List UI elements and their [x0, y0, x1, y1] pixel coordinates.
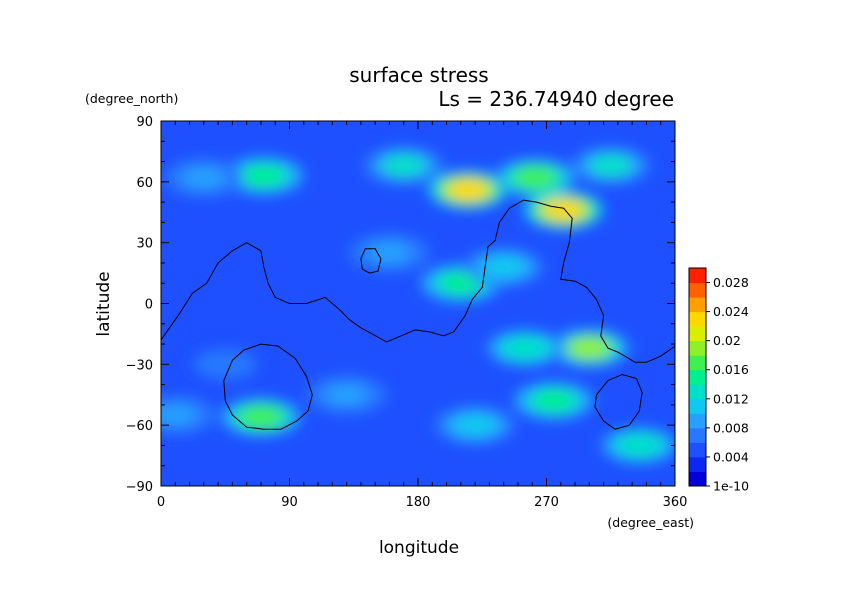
heatmap-feature-1 [163, 158, 245, 197]
y-tick-label-1: 60 [136, 176, 153, 191]
heatmap-feature-16 [599, 426, 675, 465]
y-tick-label-6: −90 [126, 480, 153, 495]
colorbar-swatch-10 [689, 326, 706, 342]
heatmap-feature-8-level-2 [481, 256, 526, 278]
heatmap-feature-12 [513, 381, 594, 420]
colorbar-swatch-6 [689, 384, 706, 400]
heatmap-feature-3-level-2 [446, 178, 490, 201]
x-tick-label-4: 360 [663, 495, 688, 510]
x-tick-label-2: 180 [406, 495, 431, 510]
heatmap-feature-17-level-2 [161, 404, 198, 427]
heatmap-feature-0 [223, 156, 304, 195]
colorbar-swatch-11 [689, 311, 706, 327]
axes: 0 90 180 270 360 90 60 30 0 −30 −60 −90 [126, 115, 688, 510]
y-tick-label-2: 30 [136, 237, 153, 252]
colorbar-swatch-14 [689, 268, 706, 284]
x-axis-label: longitude [379, 538, 459, 558]
heatmap-feature-4 [494, 158, 576, 197]
colorbar-swatch-12 [689, 297, 706, 313]
heatmap-feature-5-level-2 [541, 199, 586, 222]
heatmap-feature-4-level-2 [513, 166, 557, 189]
x-unit-label: (degree_east) [607, 515, 694, 530]
heatmap-feature-15-level-2 [453, 414, 497, 437]
plot-area [161, 121, 675, 486]
heatmap-feature-10 [549, 329, 630, 368]
heatmap-feature-10-level-2 [567, 337, 612, 360]
colorbar-label-5: 0.02 [713, 333, 741, 348]
colorbar-label-1: 0.004 [713, 449, 749, 464]
heatmap-feature-1-level-2 [182, 166, 226, 189]
contour-outline-4 [594, 373, 643, 430]
contour-outline-3 [223, 343, 313, 430]
colorbar-label-2: 0.008 [713, 420, 749, 435]
y-axis-label: latitude [94, 271, 114, 336]
chart-subtitle: Ls = 236.74940 degree [438, 87, 674, 111]
y-unit-label: (degree_north) [85, 91, 178, 106]
colorbar-swatch-7 [689, 369, 706, 385]
contour-outline-2 [360, 248, 382, 274]
contour-outline-1 [161, 199, 675, 363]
colorbar-label-4: 0.016 [713, 362, 749, 377]
heatmap-feature-16-level-2 [617, 434, 662, 457]
x-tick-label-3: 270 [534, 495, 559, 510]
y-tick-label-4: −30 [126, 358, 153, 373]
heatmap-feature-17 [161, 396, 216, 435]
colorbar-swatch-0 [689, 471, 706, 487]
heatmap-feature-18 [306, 375, 387, 414]
heatmap-feature-13-level-2 [239, 406, 283, 429]
heatmap-feature-6-level-2 [588, 154, 633, 177]
heatmap-feature-0-level-2 [241, 164, 286, 187]
x-tick-label-1: 90 [281, 495, 298, 510]
heatmap-feature-8 [463, 248, 544, 286]
colorbar-swatch-9 [689, 340, 706, 356]
heatmap-feature-14 [185, 345, 266, 384]
heatmap-feature-13 [220, 398, 302, 437]
colorbar-label-0: 1e-10 [713, 479, 749, 494]
y-tick-label-0: 90 [136, 115, 153, 130]
outline-contours [161, 199, 675, 430]
heatmap-feature-14-level-2 [203, 353, 248, 376]
colorbar-swatch-1 [689, 456, 706, 472]
colorbar-label-6: 0.024 [713, 304, 749, 319]
colorbar-swatch-13 [689, 282, 706, 298]
heatmap-feature-11 [484, 329, 566, 368]
y-tick-label-3: 0 [145, 298, 153, 313]
colorbar-frame [688, 267, 707, 487]
colorbar: 1e-10 0.004 0.008 0.012 0.016 0.02 0.024 0.028 [688, 267, 749, 494]
colorbar-swatch-4 [689, 413, 706, 429]
heatmap-feature-18-level-2 [324, 383, 369, 406]
colorbar-swatch-3 [689, 427, 706, 443]
y-tick-label-5: −60 [126, 419, 153, 434]
heatmap-fields [161, 146, 675, 465]
heatmap-feature-12-level-2 [531, 389, 576, 412]
x-tick-label-0: 0 [157, 495, 165, 510]
heatmap-feature-6 [570, 146, 651, 185]
heatmap-feature-9 [349, 233, 430, 272]
chart-title: surface stress [349, 63, 488, 87]
heatmap-feature-11-level-2 [503, 337, 547, 360]
colorbar-label-3: 0.012 [713, 391, 749, 406]
heatmap-feature-3 [427, 170, 509, 209]
heatmap-feature-2 [363, 146, 444, 185]
heatmap-feature-9-level-2 [367, 241, 412, 264]
heatmap-feature-2-level-2 [381, 154, 426, 177]
colorbar-label-7: 0.028 [713, 275, 749, 290]
colorbar-swatch-8 [689, 355, 706, 371]
heatmap-feature-5 [523, 191, 604, 230]
heatmap-feature-15 [434, 406, 516, 445]
colorbar-swatch-5 [689, 398, 706, 414]
colorbar-swatch-2 [689, 442, 706, 458]
